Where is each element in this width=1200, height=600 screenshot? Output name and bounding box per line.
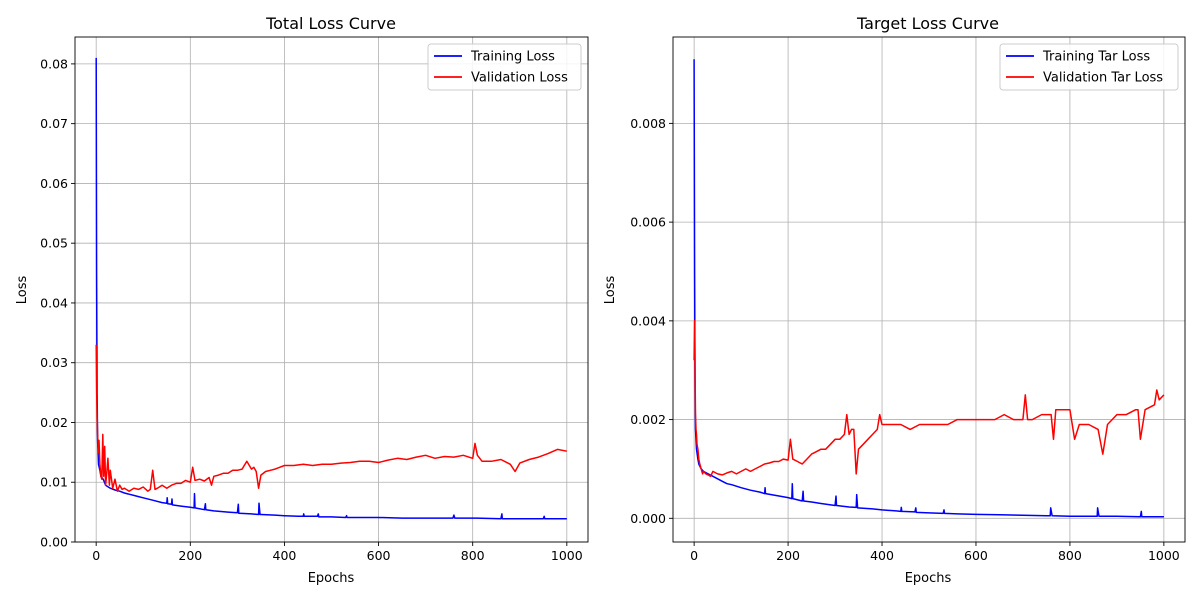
total-loss-y-tick-label: 0.06 bbox=[40, 176, 68, 191]
target-loss-legend: Training Tar Loss Validation Tar Loss bbox=[999, 43, 1179, 91]
target-loss-y-label: Loss bbox=[603, 276, 618, 305]
total-loss-y-tick-label: 0.07 bbox=[40, 116, 68, 131]
target-loss-x-tick-label: 800 bbox=[1058, 548, 1082, 563]
total-loss-y-tick-label: 0.03 bbox=[40, 355, 68, 370]
total-loss-x-tick-label: 200 bbox=[178, 548, 202, 563]
total-loss-y-tick-label: 0.05 bbox=[40, 236, 68, 251]
target-loss-series-validation-tar-loss-line bbox=[693, 320, 1165, 478]
target-loss-x-tick-label: 400 bbox=[870, 548, 894, 563]
target-loss-x-tick-label: 0 bbox=[690, 548, 698, 563]
total-loss-y-tick-label: 0.01 bbox=[40, 475, 68, 490]
target-loss-legend-box bbox=[999, 43, 1179, 91]
target-loss-y-tick-label: 0.000 bbox=[630, 511, 666, 526]
total-loss-legend-box bbox=[427, 43, 582, 91]
target-loss-legend-label-training-tar-loss: Training Tar Loss bbox=[1042, 50, 1150, 65]
target-loss-legend-label-validation-tar-loss: Validation Tar Loss bbox=[1043, 71, 1163, 86]
total-loss-legend-label-validation-loss: Validation Loss bbox=[471, 71, 568, 86]
target-loss-x-label: Epochs bbox=[905, 571, 952, 586]
total-loss-y-tick-label: 0.00 bbox=[40, 535, 68, 550]
target-loss-panel: Target Loss Curve Epochs Loss 0 200 400 600… bbox=[603, 14, 1186, 586]
total-loss-x-tick-label: 600 bbox=[367, 548, 391, 563]
total-loss-y-tick-label: 0.02 bbox=[40, 415, 68, 430]
total-loss-x-tick-label: 800 bbox=[461, 548, 485, 563]
total-loss-x-tick-label: 1000 bbox=[551, 548, 583, 563]
target-loss-y-tick-label: 0.002 bbox=[630, 412, 666, 427]
total-loss-plot-area: 0 200 400 600 800 1000 0.00 0.01 0.02 0.03 0.04 0.0… bbox=[40, 36, 589, 563]
total-loss-x-tick-label: 0 bbox=[92, 548, 100, 563]
total-loss-x-tick-label: 400 bbox=[273, 548, 297, 563]
target-loss-y-tick-label: 0.008 bbox=[630, 116, 666, 131]
total-loss-panel: Total Loss Curve Epochs Loss 0 200 400 600 8… bbox=[15, 14, 589, 586]
total-loss-series-validation-loss-line bbox=[95, 344, 567, 492]
target-loss-axes-frame bbox=[672, 36, 1186, 543]
target-loss-series-training-tar-loss-line bbox=[693, 59, 1164, 518]
total-loss-x-label: Epochs bbox=[308, 571, 355, 586]
total-loss-legend-label-training-loss: Training Loss bbox=[470, 50, 555, 65]
total-loss-axes-frame bbox=[74, 36, 589, 543]
target-loss-x-tick-label: 1000 bbox=[1148, 548, 1180, 563]
target-loss-title: Target Loss Curve bbox=[856, 14, 999, 33]
target-loss-x-tick-label: 200 bbox=[776, 548, 800, 563]
total-loss-series-training-loss-line bbox=[95, 57, 567, 520]
total-loss-y-label: Loss bbox=[15, 276, 30, 305]
total-loss-y-tick-label: 0.04 bbox=[40, 295, 68, 310]
total-loss-y-tick-label: 0.08 bbox=[40, 56, 68, 71]
target-loss-plot-area: 0 200 400 600 800 1000 0.000 0.002 0.004 0.006 0.0… bbox=[630, 36, 1186, 563]
target-loss-x-tick-label: 600 bbox=[964, 548, 988, 563]
total-loss-legend: Training Loss Validation Loss bbox=[427, 43, 582, 91]
target-loss-y-tick-label: 0.006 bbox=[630, 215, 666, 230]
target-loss-y-tick-label: 0.004 bbox=[630, 313, 666, 328]
total-loss-title: Total Loss Curve bbox=[265, 14, 396, 33]
